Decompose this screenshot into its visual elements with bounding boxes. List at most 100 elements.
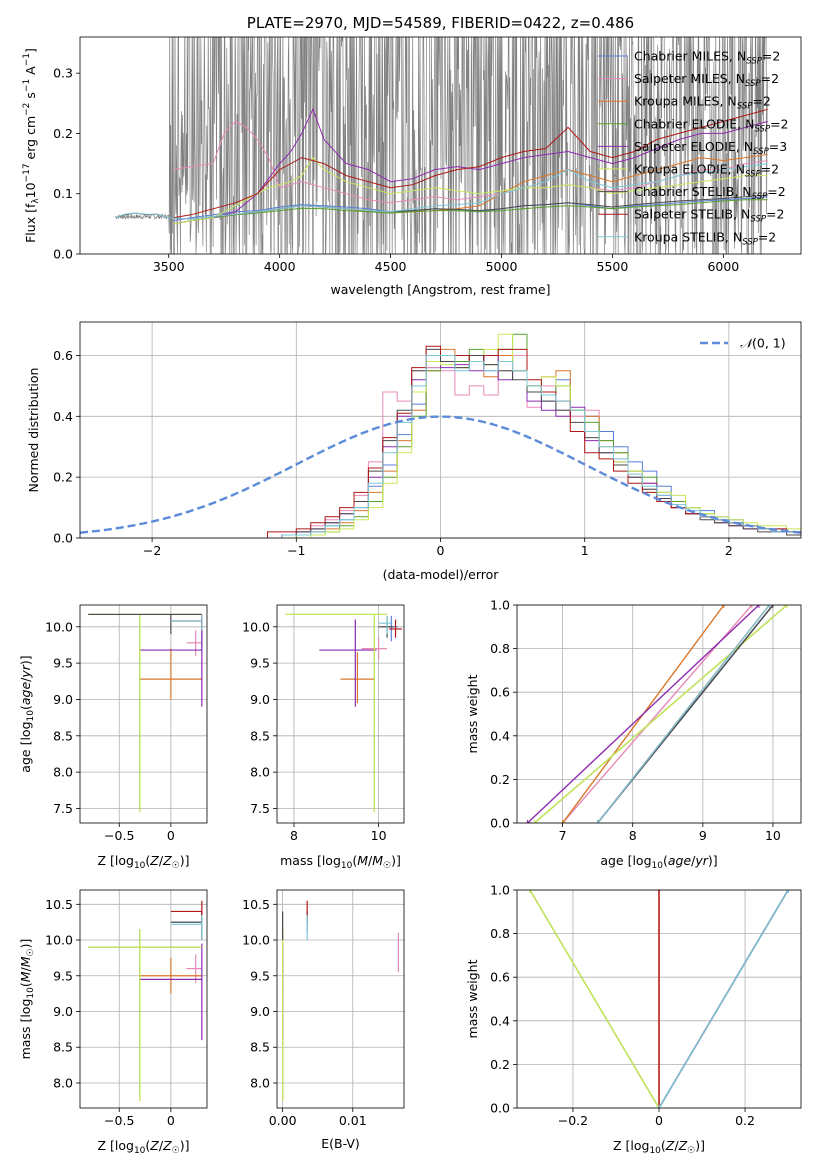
mass-vs-ebv-panel: 0.00 0.01 8.0 8.5 9.0 9.5 10.0 10.5 E(B-V) <box>242 889 405 1151</box>
legend-entry-8: Kroupa STELIB, NSSP=2 <box>634 229 776 247</box>
y-tick-label: 10.5 <box>45 897 73 912</box>
x-tick-label: 8 <box>629 828 637 843</box>
error-bar-2 <box>139 648 202 700</box>
y-tick-label: 0.8 <box>490 641 510 656</box>
spectrum-plot-area <box>115 37 768 254</box>
legend-entry-5: Kroupa ELODIE, NSSP=2 <box>634 162 779 180</box>
cumulative-marker <box>656 890 662 893</box>
y-tick-label: 10.0 <box>242 619 270 634</box>
x-tick-label: 4000 <box>264 259 296 274</box>
x-axis-label: Z [log10(Z/Z☉)] <box>97 1138 189 1156</box>
cumulative-marker <box>755 605 762 608</box>
mass-vs-ebv-plot-area <box>282 900 399 1101</box>
x-axis-label: Z [log10(Z/Z☉)] <box>97 853 189 871</box>
y-tick-label: 0.0 <box>53 247 73 262</box>
y-tick-label: 0.2 <box>490 1057 510 1072</box>
y-tick-label: 0.6 <box>490 685 510 700</box>
y-tick-label: 9.0 <box>53 1004 73 1019</box>
model-spectrum-line-7 <box>173 108 768 219</box>
cumulative-marker <box>656 1105 662 1108</box>
y-tick-label: 0.0 <box>490 816 510 831</box>
error-bar-8 <box>378 615 392 635</box>
legend-entry-7: Salpeter STELIB, NSSP=2 <box>634 207 784 225</box>
y-tick-label: 9.5 <box>250 656 270 671</box>
cumulative-marker <box>783 605 790 608</box>
legend-entry-4: Salpeter ELODIE, NSSP=3 <box>634 139 787 157</box>
cumulative-line-5 <box>534 605 788 823</box>
cumulative-marker <box>524 820 531 823</box>
x-tick-label: −0.2 <box>558 1113 588 1128</box>
x-tick-label: −1 <box>287 543 305 558</box>
mass-vs-z-plot-area <box>88 900 203 1101</box>
error-bar-4 <box>139 943 203 1041</box>
cumulative-marker <box>720 605 727 608</box>
x-tick-label: 0.00 <box>269 1113 297 1128</box>
cumulative-marker <box>531 820 538 823</box>
x-tick-label: 0.2 <box>735 1113 755 1128</box>
y-tick-label: 0.2 <box>53 126 73 141</box>
y-tick-label: 8.5 <box>250 1040 270 1055</box>
x-tick-label: −2 <box>143 543 161 558</box>
y-axis-label: Normed distribution <box>26 368 41 493</box>
legend-entry-3: Chabrier ELODIE, NSSP=2 <box>634 116 789 134</box>
y-tick-label: 1.0 <box>490 883 510 898</box>
x-tick-label: 4500 <box>375 259 407 274</box>
y-tick-label: 9.0 <box>250 692 270 707</box>
x-tick-label: 8 <box>290 828 298 843</box>
y-tick-label: 8.0 <box>53 1075 73 1090</box>
error-bar-2 <box>340 652 375 704</box>
x-axis-label: age [log10(age/yr)] <box>600 853 717 871</box>
legend-entry-normal: 𝒩(0, 1) <box>740 336 786 351</box>
x-tick-label: 0 <box>437 543 445 558</box>
age-vs-mass-plot-area <box>285 613 402 813</box>
cumulative-line-4 <box>527 605 760 823</box>
age-vs-z-panel: −0.5 0 7.5 8.0 8.5 9.0 9.5 10.0 Z [log10(Z/Z☉)] a… <box>18 604 208 871</box>
y-axis-label: mass weight <box>465 959 480 1038</box>
model-spectrum-line-8 <box>115 163 768 220</box>
legend-entry-6: Chabrier STELIB, NSSP=2 <box>634 184 786 202</box>
observed-spectrum-line <box>115 37 768 254</box>
x-tick-label: 1 <box>581 543 589 558</box>
cumulative-marker <box>594 820 601 823</box>
y-tick-label: 10.0 <box>45 933 73 948</box>
error-bar-3 <box>88 613 202 813</box>
y-tick-label: 10.0 <box>242 933 270 948</box>
legend: Chabrier MILES, NSSP=2 Salpeter MILES, NS… <box>598 49 789 247</box>
y-tick-label: 0.6 <box>53 348 73 363</box>
model-spectrum-line-3 <box>173 199 768 225</box>
error-bar-6 <box>88 613 202 635</box>
y-tick-label: 0.4 <box>490 1013 510 1028</box>
error-bar-5 <box>88 613 202 813</box>
x-tick-label: 0.01 <box>339 1113 367 1128</box>
cumulative-mass-weight-age-panel: 7 8 9 10 0.0 0.2 0.4 0.6 0.8 1.0 age [log10(age/yr… <box>465 598 802 871</box>
normal-distribution-curve <box>80 415 801 534</box>
error-bar-3 <box>88 929 202 1101</box>
y-tick-label: 0.6 <box>490 970 510 985</box>
error-bar-3 <box>285 613 388 813</box>
y-tick-label: 9.5 <box>53 656 73 671</box>
x-tick-label: 9 <box>699 828 707 843</box>
y-tick-label: 0.3 <box>53 66 73 81</box>
y-tick-label: 9.5 <box>250 968 270 983</box>
y-tick-label: 9.5 <box>53 968 73 983</box>
x-axis-label: E(B-V) <box>321 1136 360 1151</box>
x-axis-label: wavelength [Angstrom, rest frame] <box>330 282 550 297</box>
y-tick-label: 8.0 <box>250 1075 270 1090</box>
error-bar-1 <box>186 954 202 983</box>
model-spectrum-line-4 <box>173 107 768 225</box>
y-tick-label: 0.2 <box>53 470 73 485</box>
cumulative-marker <box>559 820 566 823</box>
y-tick-label: 10.5 <box>242 897 270 912</box>
cumulative-mass-weight-z-panel: −0.2 0 0.2 0.0 0.2 0.4 0.6 0.8 1.0 Z [log10(Z/Z☉)… <box>465 883 802 1156</box>
model-spectrum-line-5 <box>173 156 768 225</box>
x-tick-label: −0.5 <box>104 1113 134 1128</box>
y-tick-label: 0.2 <box>490 772 510 787</box>
y-tick-label: 7.5 <box>53 801 73 816</box>
error-bar-1 <box>186 630 202 656</box>
y-tick-label: 9.0 <box>250 1004 270 1019</box>
cumulative-marker <box>769 605 776 608</box>
x-tick-label: 2 <box>725 543 733 558</box>
error-bar-4 <box>319 619 377 707</box>
x-tick-label: 3500 <box>153 259 185 274</box>
axes-frame <box>79 889 208 1109</box>
